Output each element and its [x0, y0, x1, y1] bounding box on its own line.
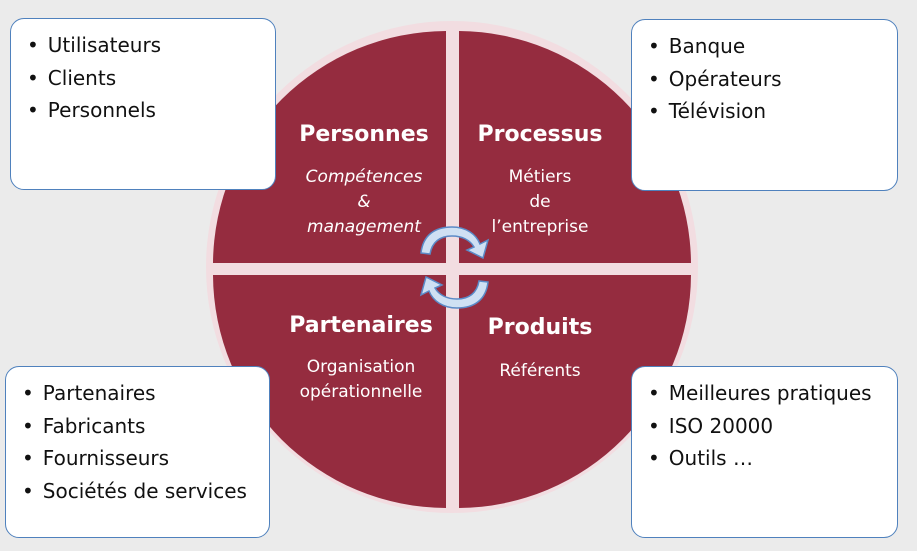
- quadrant-subtitle-produits: Référents: [425, 359, 655, 384]
- subtitle-line: Référents: [499, 361, 581, 381]
- list-item: Meilleures pratiques: [648, 377, 887, 410]
- quadrant-produits: [459, 275, 691, 508]
- quadrant-title-produits: Produits: [487, 315, 593, 340]
- list-item: Sociétés de services: [22, 475, 259, 508]
- subtitle-line: management: [307, 217, 421, 237]
- box-processus-examples: Banque Opérateurs Télévision: [631, 19, 898, 191]
- subtitle-line: opérationnelle: [299, 382, 423, 402]
- box-personnes-examples: Utilisateurs Clients Personnels: [10, 18, 276, 190]
- list-item: Fabricants: [22, 410, 259, 443]
- list-item: Personnels: [27, 94, 265, 127]
- list-item: Fournisseurs: [22, 442, 259, 475]
- quadrant-title-personnes: Personnes: [299, 122, 429, 147]
- subtitle-line: &: [357, 192, 371, 212]
- list-item: ISO 20000: [648, 410, 887, 443]
- list-item: Utilisateurs: [27, 29, 265, 62]
- list-item: Partenaires: [22, 377, 259, 410]
- quadrant-subtitle-processus: Métiers de l’entreprise: [425, 165, 655, 240]
- list-item: Banque: [648, 30, 887, 63]
- quadrant-subtitle-partenaires: Organisation opérationnelle: [246, 355, 476, 405]
- quadrant-subtitle-personnes: Compétences & management: [249, 165, 479, 240]
- list-item: Opérateurs: [648, 63, 887, 96]
- list-item: Outils …: [648, 442, 887, 475]
- box-partenaires-examples: Partenaires Fabricants Fournisseurs Soci…: [5, 366, 270, 538]
- subtitle-line: Métiers: [508, 167, 572, 187]
- subtitle-line: Organisation: [306, 357, 416, 377]
- list-item: Clients: [27, 62, 265, 95]
- circular-arrows-icon: [419, 226, 490, 309]
- quadrant-title-processus: Processus: [477, 122, 603, 147]
- quadrant-title-partenaires: Partenaires: [289, 313, 433, 338]
- subtitle-line: de: [529, 192, 551, 212]
- quadrant-processus: [459, 31, 691, 263]
- subtitle-line: Compétences: [305, 167, 423, 187]
- quadrant-partenaires: [213, 275, 446, 508]
- subtitle-line: l’entreprise: [491, 217, 589, 237]
- background-circle: [206, 21, 698, 513]
- quadrant-personnes: [213, 31, 446, 263]
- list-item: Télévision: [648, 95, 887, 128]
- box-produits-examples: Meilleures pratiques ISO 20000 Outils …: [631, 366, 898, 538]
